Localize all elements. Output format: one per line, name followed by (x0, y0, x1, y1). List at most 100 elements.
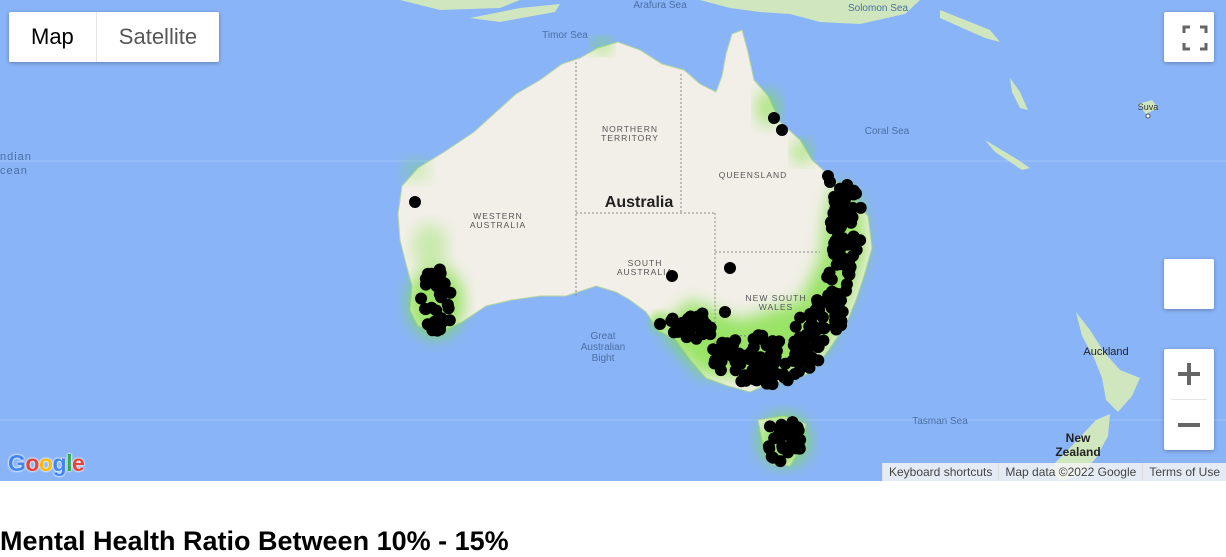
keyboard-shortcuts-link[interactable]: Keyboard shortcuts (881, 463, 999, 481)
map-marker[interactable] (839, 182, 852, 195)
australia-label: Australia (605, 194, 674, 211)
map-marker[interactable] (764, 420, 776, 433)
map-marker[interactable] (775, 421, 788, 434)
map-marker[interactable] (771, 368, 784, 381)
new-guinea (700, 0, 920, 24)
new-south-wales-label-2: WALES (759, 302, 793, 312)
map-marker[interactable] (789, 320, 802, 333)
map-marker[interactable] (794, 433, 807, 446)
western-australia-label: WESTERN (473, 211, 523, 221)
south-australia-label-2: AUSTRALIA (617, 267, 673, 277)
map-marker[interactable] (829, 202, 842, 215)
map-marker[interactable] (765, 353, 777, 366)
map-marker[interactable] (763, 442, 776, 455)
map-marker[interactable] (741, 352, 754, 364)
map-marker[interactable] (845, 216, 858, 229)
map-marker[interactable] (793, 331, 806, 344)
map-marker[interactable] (748, 373, 761, 386)
map-marker[interactable] (828, 190, 841, 203)
map-marker[interactable] (735, 375, 748, 388)
zoom-out-button[interactable] (1164, 400, 1214, 450)
timor-sea-label: Timor Sea (542, 30, 588, 41)
fullscreen-icon (1182, 25, 1208, 51)
map-marker[interactable] (825, 222, 838, 235)
map-marker[interactable] (768, 112, 780, 124)
great-australian-bight-label-2: Australian (581, 342, 625, 353)
map-marker[interactable] (767, 451, 780, 464)
fiji-island (1138, 100, 1158, 114)
map-marker[interactable] (838, 253, 851, 266)
map-marker[interactable] (850, 187, 862, 200)
australia-mainland (397, 29, 873, 393)
map-marker[interactable] (776, 442, 789, 455)
map[interactable]: Arafura Sea Solomon Sea Timor Sea Coral … (0, 0, 1226, 481)
map-canvas[interactable]: Arafura Sea Solomon Sea Timor Sea Coral … (0, 0, 1226, 481)
auckland-label: Auckland (1083, 346, 1128, 358)
map-marker[interactable] (409, 196, 421, 208)
map-marker[interactable] (822, 170, 834, 182)
street-view-button[interactable] (1164, 259, 1214, 309)
map-marker[interactable] (776, 124, 788, 136)
map-marker[interactable] (842, 266, 854, 279)
new-caledonia (985, 140, 1030, 170)
suva-marker (1145, 113, 1151, 119)
arafura-sea-label: Arafura Sea (633, 0, 687, 11)
map-marker[interactable] (753, 357, 766, 370)
map-marker[interactable] (773, 335, 786, 348)
map-marker[interactable] (415, 292, 428, 305)
map-marker[interactable] (696, 307, 709, 320)
map-marker[interactable] (673, 324, 686, 337)
map-marker[interactable] (817, 334, 830, 347)
timor-island (470, 4, 560, 22)
map-type-satellite-button[interactable]: Satellite (95, 12, 220, 62)
map-marker[interactable] (813, 303, 825, 316)
map-marker[interactable] (836, 232, 849, 245)
map-marker[interactable] (421, 318, 434, 331)
map-marker[interactable] (830, 316, 843, 329)
south-australia-label: SOUTH (628, 258, 663, 268)
map-marker[interactable] (821, 271, 834, 283)
map-marker[interactable] (666, 312, 679, 325)
map-marker[interactable] (727, 338, 740, 350)
great-australian-bight-label: Great (590, 331, 615, 342)
map-marker[interactable] (729, 355, 742, 368)
map-marker[interactable] (839, 193, 852, 205)
map-marker[interactable] (807, 320, 820, 333)
map-marker[interactable] (724, 262, 736, 274)
map-marker[interactable] (785, 422, 798, 435)
map-marker[interactable] (719, 306, 731, 318)
map-type-map-button[interactable]: Map (9, 12, 96, 62)
new-zealand-label-2: Zealand (1055, 445, 1100, 459)
northern-territory-label: NORTHERN (602, 124, 658, 134)
map-marker[interactable] (434, 314, 446, 327)
map-marker[interactable] (779, 357, 792, 370)
terms-of-use-link[interactable]: Terms of Use (1142, 463, 1226, 481)
map-marker[interactable] (832, 297, 845, 310)
map-marker[interactable] (794, 311, 807, 324)
map-marker[interactable] (806, 351, 818, 364)
map-marker[interactable] (788, 368, 801, 380)
map-marker[interactable] (435, 291, 447, 304)
map-marker[interactable] (729, 364, 742, 377)
northern-territory-label-2: TERRITORY (601, 133, 659, 143)
map-marker[interactable] (444, 286, 457, 299)
google-logo[interactable]: Google (8, 450, 85, 476)
western-australia-label-2: AUSTRALIA (470, 220, 526, 230)
map-marker[interactable] (756, 329, 769, 342)
minus-icon (1178, 423, 1200, 427)
map-marker[interactable] (425, 301, 438, 314)
coral-sea-label: Coral Sea (865, 126, 910, 137)
indian-ocean-label: ndian (0, 151, 32, 163)
map-marker[interactable] (654, 318, 666, 330)
map-marker[interactable] (666, 270, 678, 282)
zoom-in-button[interactable] (1164, 349, 1214, 399)
map-marker[interactable] (430, 280, 443, 292)
vanuatu-island (1010, 78, 1028, 110)
zoom-control (1164, 349, 1214, 450)
map-marker[interactable] (709, 355, 722, 367)
map-marker[interactable] (442, 302, 455, 315)
map-marker[interactable] (425, 267, 438, 280)
fullscreen-button[interactable] (1164, 12, 1214, 62)
map-marker[interactable] (846, 201, 859, 214)
map-marker[interactable] (703, 325, 716, 338)
